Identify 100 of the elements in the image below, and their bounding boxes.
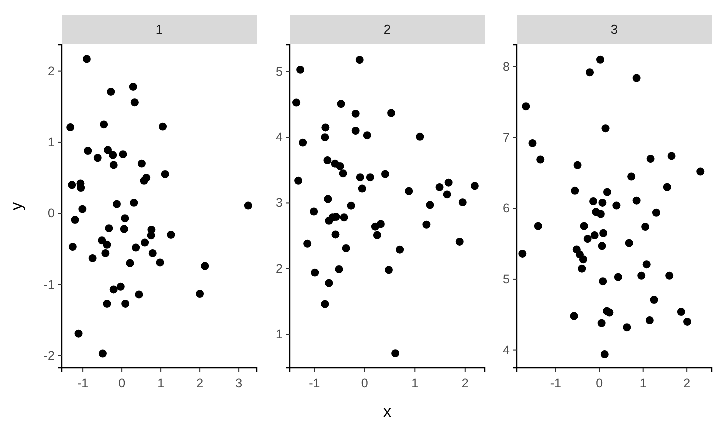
point: [632, 196, 641, 205]
point: [534, 222, 542, 230]
point: [650, 296, 658, 304]
point: [436, 183, 444, 192]
point: [606, 308, 614, 317]
point: [612, 202, 621, 210]
point: [294, 176, 303, 185]
point: [77, 184, 86, 192]
y-tick-label: 4: [276, 130, 284, 145]
point: [132, 244, 140, 252]
point: [416, 132, 424, 141]
point: [135, 290, 144, 299]
point: [373, 231, 382, 240]
point: [696, 168, 705, 176]
point: [244, 202, 252, 210]
point: [88, 254, 97, 262]
point: [376, 220, 385, 228]
point: [352, 127, 360, 135]
point: [130, 98, 139, 107]
point: [598, 319, 606, 328]
point: [337, 100, 346, 108]
point: [347, 202, 356, 210]
y-tick-label: 6: [503, 202, 510, 216]
point: [324, 195, 332, 204]
point: [570, 312, 578, 320]
point: [363, 132, 372, 140]
point: [156, 258, 164, 267]
x-tick-label: 1: [412, 376, 419, 390]
y-tick-label: 1: [276, 328, 284, 342]
x-tick-label: -1: [550, 376, 562, 390]
y-tick-label: 7: [503, 130, 510, 145]
point: [324, 156, 332, 165]
point: [632, 74, 641, 82]
point: [604, 188, 612, 196]
point: [82, 55, 91, 64]
point: [352, 110, 360, 118]
x-tick-label: 2: [462, 376, 469, 390]
y-tick-label: 2: [276, 262, 284, 276]
point: [66, 124, 75, 132]
point: [110, 286, 118, 294]
point: [590, 198, 598, 206]
point: [113, 200, 121, 208]
point: [522, 102, 530, 111]
point: [310, 208, 318, 216]
point: [356, 56, 364, 64]
x-tick-label: 2: [196, 376, 204, 390]
x-tick-label: 2: [684, 376, 691, 390]
point: [74, 330, 83, 338]
y-tick-label: 3: [276, 196, 284, 210]
point: [130, 198, 138, 207]
point: [122, 300, 130, 308]
point: [646, 155, 655, 164]
point: [405, 187, 414, 196]
point: [102, 249, 110, 258]
y-tick-label: 0: [48, 206, 56, 221]
point: [161, 170, 170, 178]
point: [602, 124, 610, 133]
point: [584, 235, 592, 244]
point: [129, 82, 138, 91]
point: [104, 146, 112, 154]
point: [335, 266, 344, 274]
point: [94, 154, 102, 162]
point: [98, 350, 107, 358]
point: [322, 124, 330, 132]
point: [68, 181, 76, 190]
point: [396, 246, 404, 254]
y-tick-label: 1: [48, 135, 56, 150]
x-tick-label: 0: [118, 376, 126, 390]
point: [148, 249, 157, 258]
point: [536, 156, 545, 164]
y-axis-title: y: [9, 202, 26, 210]
point: [646, 316, 654, 325]
point: [684, 318, 692, 326]
y-tick-label: 5: [503, 272, 510, 286]
point: [105, 224, 114, 233]
point: [578, 264, 586, 273]
point: [201, 262, 210, 270]
point: [443, 190, 452, 199]
y-tick-label: 2: [48, 64, 56, 78]
point: [596, 56, 604, 64]
point: [574, 161, 582, 170]
point: [311, 268, 320, 277]
point: [71, 216, 80, 224]
x-tick-label: -1: [77, 376, 89, 390]
point: [103, 300, 112, 308]
point: [663, 183, 672, 192]
point: [677, 308, 686, 316]
point: [444, 178, 453, 187]
point: [668, 152, 676, 160]
point: [586, 68, 594, 77]
point: [623, 324, 632, 332]
point: [642, 260, 651, 269]
point: [392, 350, 400, 358]
chart-title: 1: [156, 22, 164, 37]
point: [590, 232, 599, 240]
point: [356, 174, 364, 182]
point: [571, 186, 580, 195]
point: [340, 214, 348, 222]
point: [625, 239, 634, 248]
x-tick-label: 1: [640, 376, 647, 390]
